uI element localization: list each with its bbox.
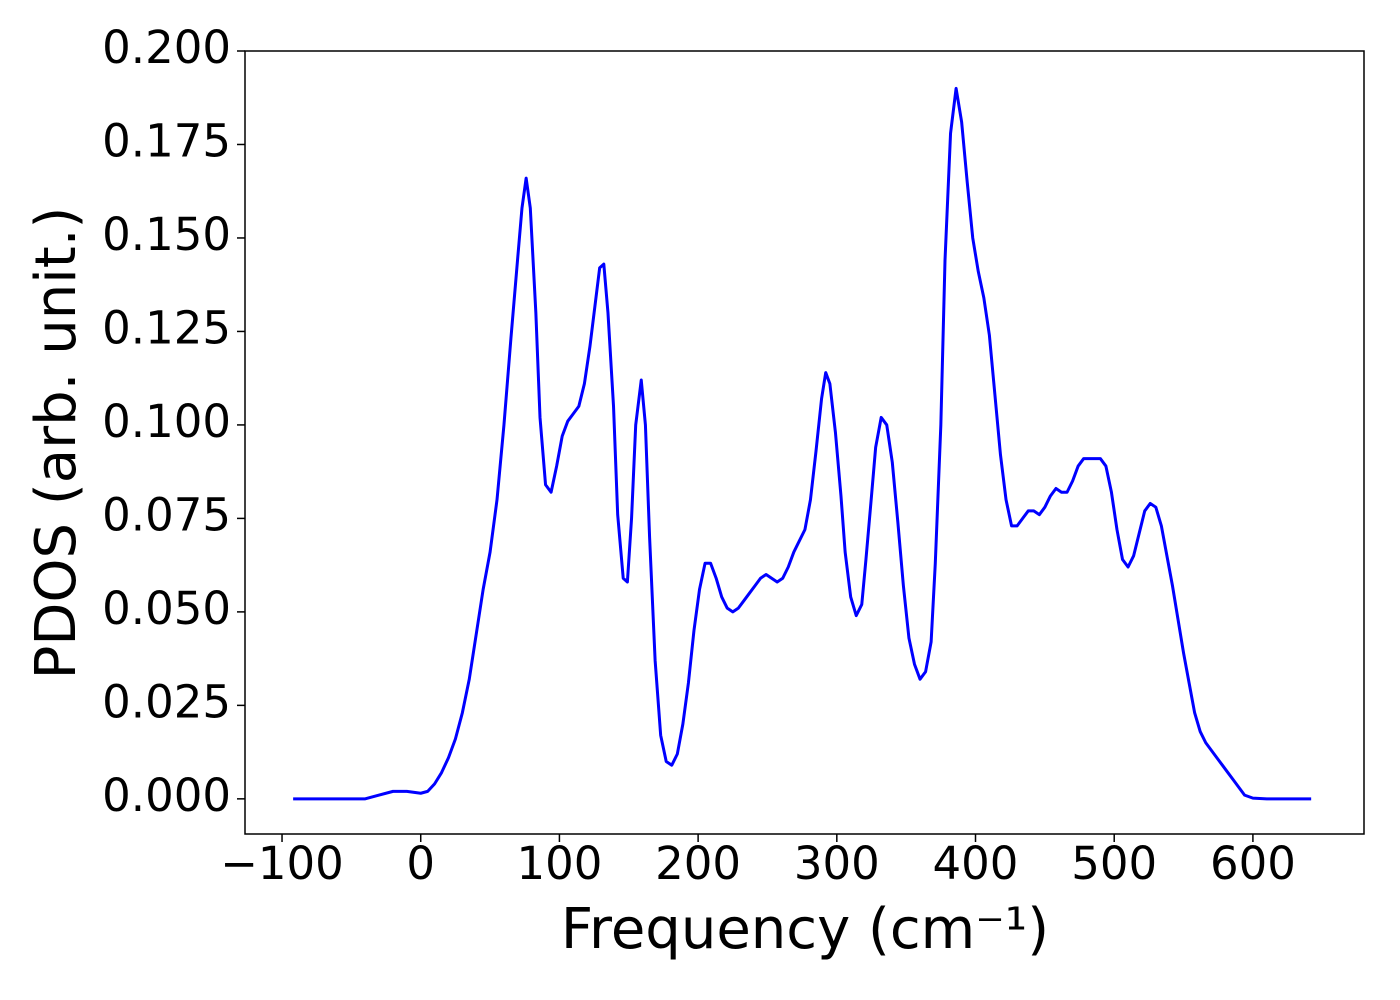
x-axis-label: Frequency (cm⁻¹) [561,897,1049,962]
y-tick-label: 0.075 [102,488,231,541]
y-axis-label: PDOS (arb. unit.) [24,207,89,680]
x-tick-label: 400 [933,837,1019,890]
y-tick-label: 0.100 [102,395,231,448]
x-tick-label: 300 [794,837,880,890]
x-tick-label: 100 [516,837,602,890]
y-tick-label: 0.150 [102,208,231,261]
y-tick-label: 0.175 [102,114,231,167]
y-tick-label: 0.000 [102,769,231,822]
x-tick-label: 200 [655,837,741,890]
plot-frame [244,50,1365,835]
x-tick-label: 0 [406,837,435,890]
data-line [293,86,1312,801]
y-tick-label: 0.025 [102,675,231,728]
y-tick-label: 0.125 [102,301,231,354]
x-tick-label: −100 [220,837,344,890]
x-tick-label: 600 [1210,837,1296,890]
x-tick-label: 500 [1071,837,1157,890]
y-tick-label: 0.200 [102,21,231,74]
y-tick-label: 0.050 [102,582,231,635]
